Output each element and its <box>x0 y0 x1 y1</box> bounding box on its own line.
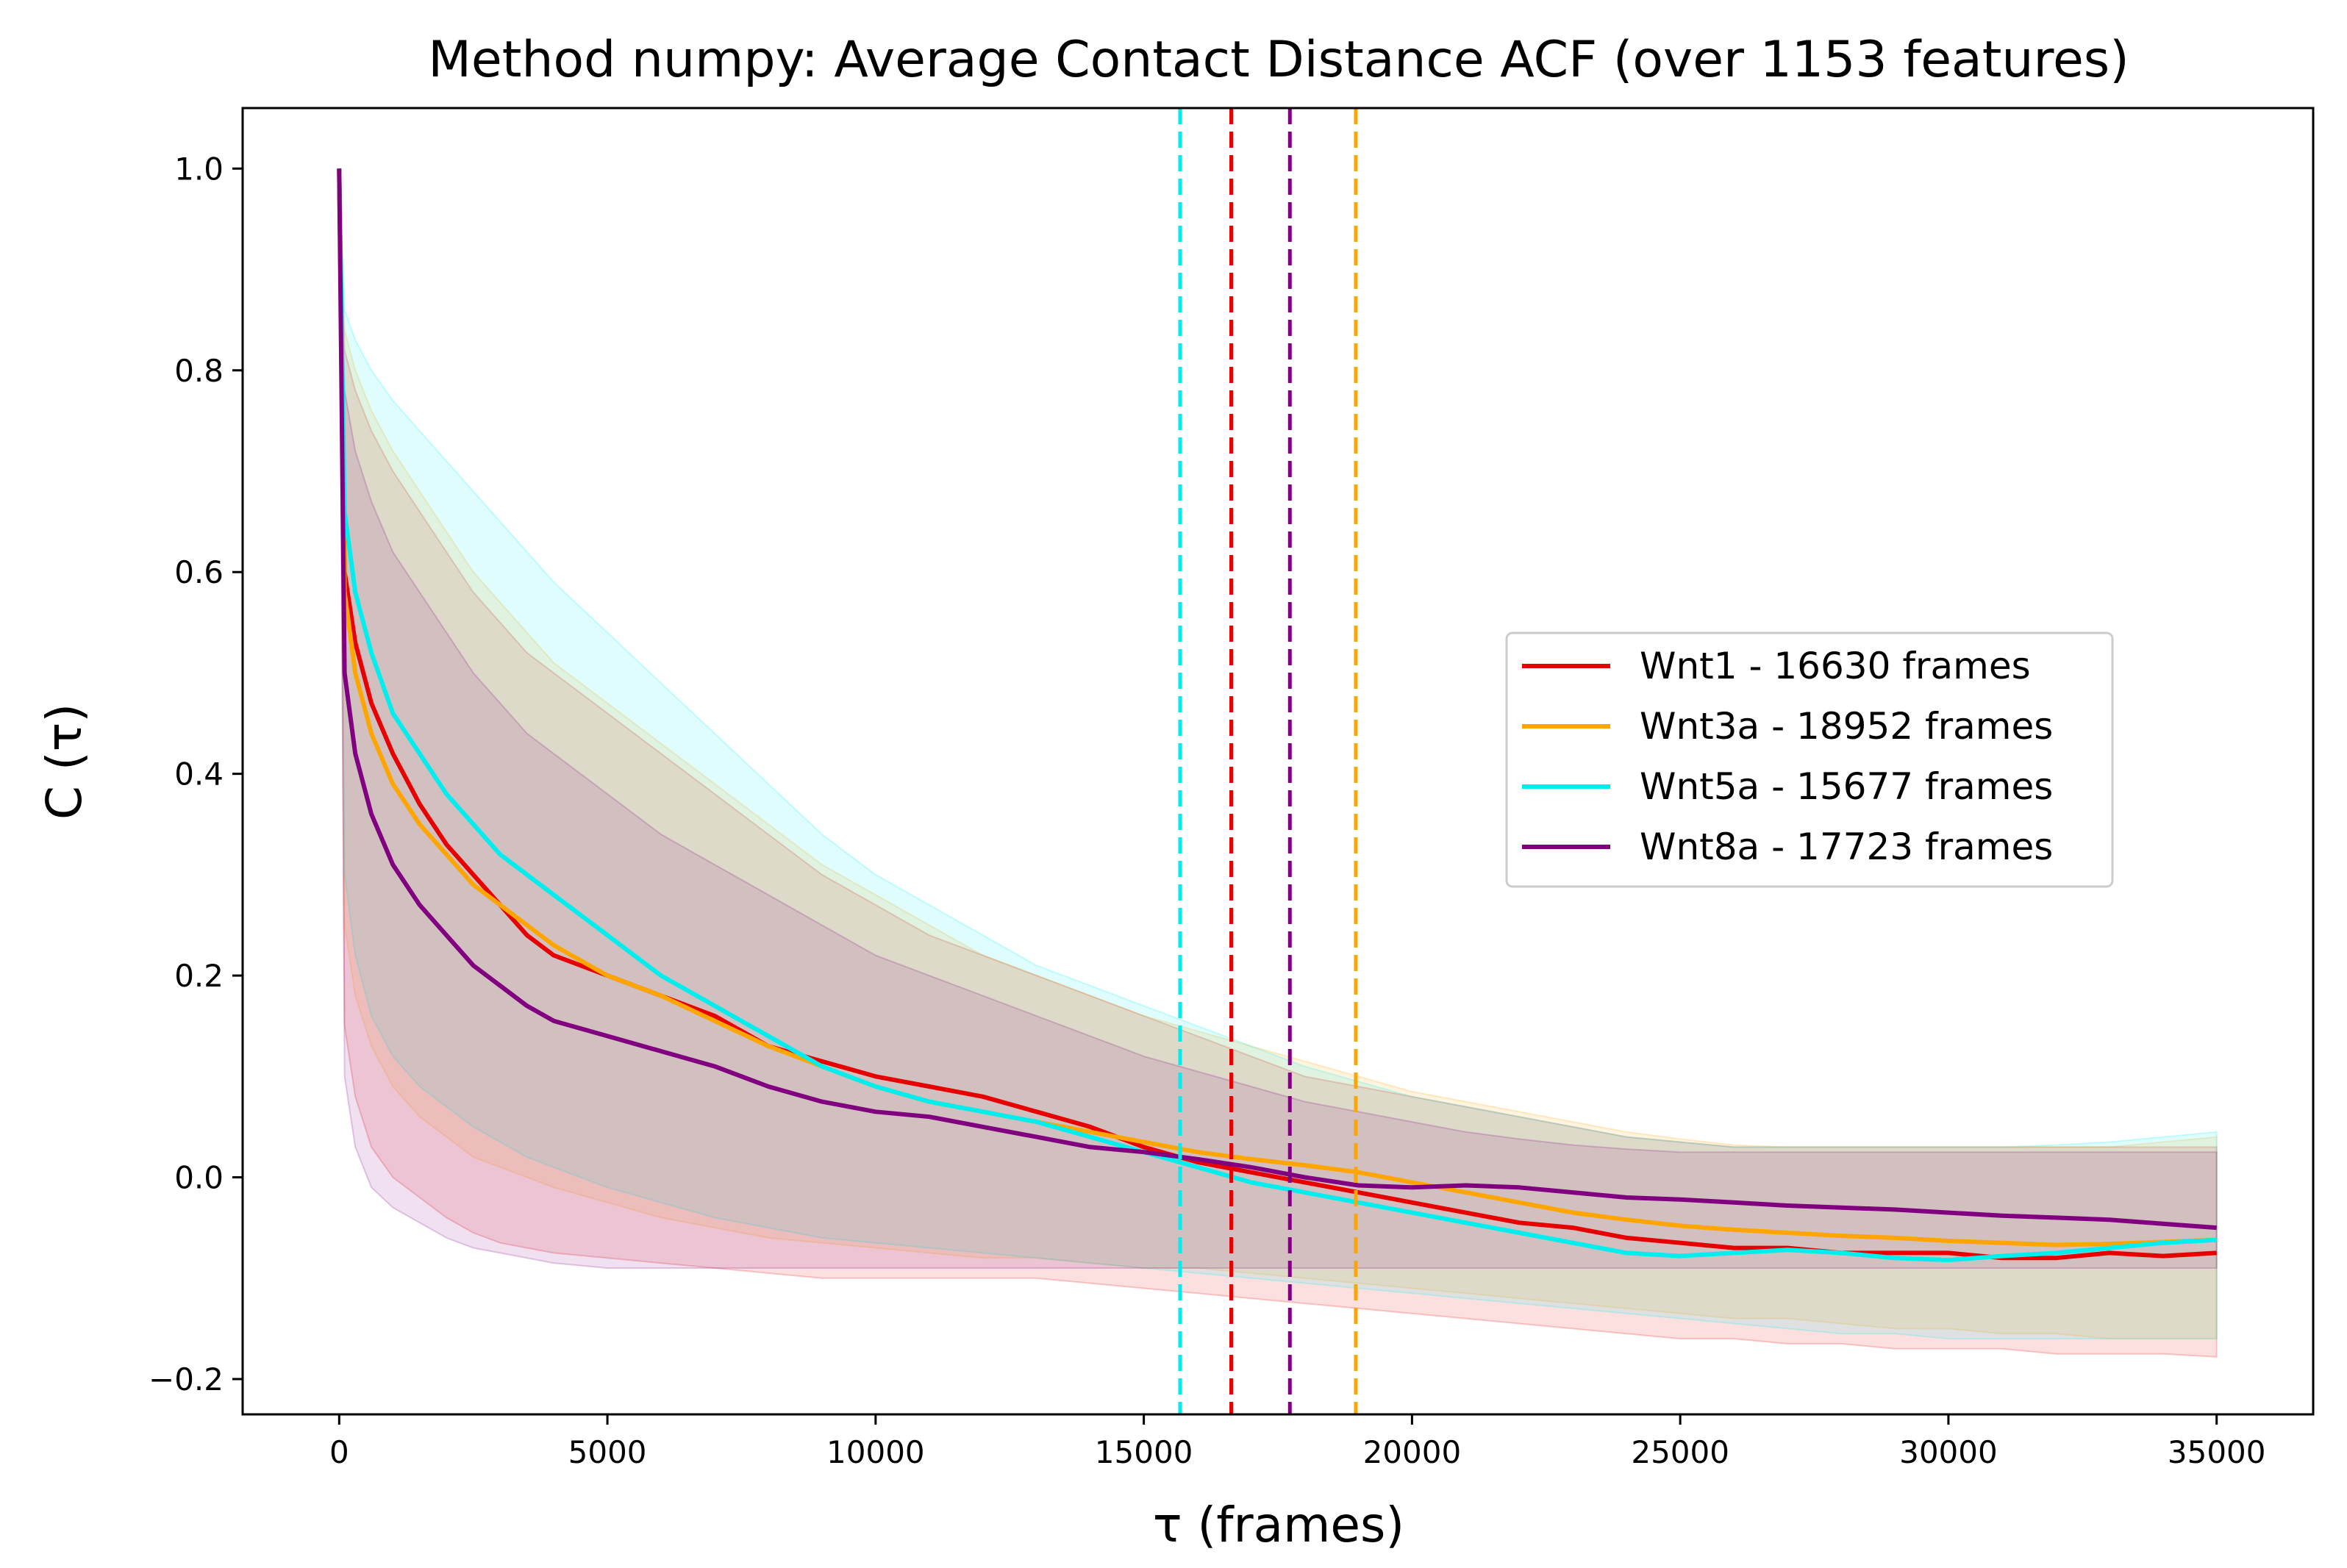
y-tick-label: 0.0 <box>174 1160 224 1196</box>
x-tick-label: 5000 <box>568 1434 647 1470</box>
y-tick-label: 0.2 <box>174 958 224 994</box>
chart-title: Method numpy: Average Contact Distance A… <box>428 31 2129 89</box>
x-tick-label: 0 <box>329 1434 349 1470</box>
x-axis-title: τ (frames) <box>1153 1497 1404 1553</box>
y-tick-label: 1.0 <box>174 151 224 187</box>
band-series-3 <box>338 168 2218 1340</box>
x-tick-label: 15000 <box>1095 1434 1193 1470</box>
line-series-4 <box>337 168 2217 1231</box>
band-series-2 <box>338 168 2218 1340</box>
x-tick-label: 10000 <box>826 1434 925 1470</box>
band-series-4 <box>338 168 2218 1269</box>
legend-label: Wnt1 - 16630 frames <box>1640 645 2031 687</box>
y-axis-title: C (τ) <box>36 704 93 820</box>
x-tick-label: 35000 <box>2168 1434 2266 1470</box>
legend-label: Wnt3a - 18952 frames <box>1640 705 2053 748</box>
line-series-2 <box>337 168 2217 1247</box>
y-tick-label: 0.4 <box>174 756 224 792</box>
y-tick-label: 0.8 <box>174 353 224 389</box>
legend-label: Wnt5a - 15677 frames <box>1640 765 2053 808</box>
y-tick-label: 0.6 <box>174 554 224 590</box>
y-axis-ticks: −0.2 0.0 0.2 0.4 0.6 0.8 1.0 <box>149 151 243 1397</box>
decorrelation-lines <box>1178 108 1358 1414</box>
legend-box <box>1505 631 2114 888</box>
x-tick-label: 20000 <box>1363 1434 1462 1470</box>
legend-label: Wnt8a - 17723 frames <box>1640 826 2053 868</box>
y-tick-label: −0.2 <box>149 1361 224 1397</box>
x-tick-label: 30000 <box>1899 1434 1998 1470</box>
x-tick-label: 25000 <box>1631 1434 1729 1470</box>
plot-frame <box>241 107 2315 1416</box>
x-axis-ticks: 0 5000 10000 15000 20000 25000 30000 35000 <box>329 1414 2266 1470</box>
legend: Wnt1 - 16630 frames Wnt3a - 18952 frames W… <box>1505 631 2114 888</box>
line-series-3 <box>337 168 2217 1263</box>
series-lines <box>337 168 2217 1263</box>
